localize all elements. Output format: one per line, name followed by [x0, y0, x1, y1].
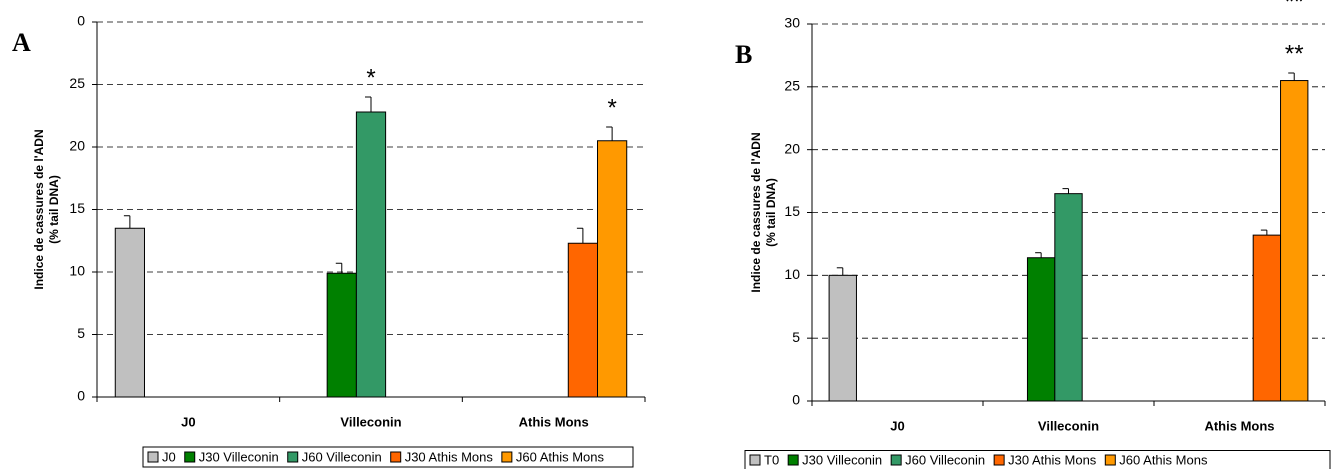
y-tick-label: 5: [792, 329, 800, 345]
y-axis-label: Indice de cassures de l'ADN: [749, 132, 763, 292]
legend-swatch: [390, 451, 402, 463]
legend-label: T0: [764, 452, 779, 467]
bar: [355, 111, 387, 398]
legend-swatch: [287, 451, 299, 463]
panel-label: B: [735, 40, 752, 69]
annotation: *: [366, 64, 375, 91]
bar: [326, 272, 357, 398]
x-tick-label: Athis Mons: [1204, 418, 1274, 433]
legend-label: J60 Villeconin: [905, 452, 985, 467]
legend: T0 J30 Villeconin J60 Villeconin J30 Athis …: [744, 450, 1331, 469]
y-tick-label: 0: [77, 13, 85, 29]
bar: [114, 227, 145, 398]
legend: J0 J30 Villeconin J60 Villeconin J30 Athis …: [142, 446, 634, 468]
y-tick-label: 25: [69, 75, 85, 91]
legend-label: J60 Athis Mons: [1119, 452, 1208, 467]
y-tick-label: 10: [784, 266, 800, 282]
y-axis-label: (% tail DNA): [764, 178, 778, 247]
bar: [1026, 257, 1056, 402]
y-tick-label: 20: [784, 140, 800, 156]
y-axis-label: (% tail DNA): [47, 175, 61, 244]
legend-swatch: [184, 451, 196, 463]
legend-swatch: [993, 454, 1005, 466]
y-tick-label: 15: [784, 203, 800, 219]
y-tick-label: 5: [77, 325, 85, 341]
legend-swatch: [787, 454, 799, 466]
legend-label: J30 Villeconin: [199, 449, 279, 464]
x-tick-label: Villeconin: [1038, 418, 1099, 433]
annotation: **: [1285, 40, 1304, 67]
y-tick-label: 30: [784, 15, 800, 31]
legend-label: J0: [162, 449, 176, 464]
legend-label: J30 Villeconin: [802, 452, 882, 467]
y-tick-label: 20: [69, 138, 85, 154]
bar: [1252, 234, 1282, 402]
bar: [1280, 80, 1309, 402]
annotation: **: [1285, 0, 1304, 15]
y-tick-label: 15: [69, 200, 85, 216]
legend-label: J60 Villeconin: [302, 449, 382, 464]
bar: [1054, 193, 1083, 402]
y-axis-label: Indice de cassures de l'ADN: [32, 129, 46, 289]
legend-swatch: [1104, 454, 1116, 466]
legend-label: J30 Athis Mons: [405, 449, 494, 464]
y-tick-label: 0: [77, 388, 85, 404]
legend-swatch: [147, 451, 159, 463]
bar: [828, 274, 857, 402]
legend-label: J60 Athis Mons: [516, 449, 605, 464]
legend-swatch: [501, 451, 513, 463]
y-tick-label: 25: [784, 78, 800, 94]
x-tick-label: Villeconin: [340, 414, 401, 429]
bar: [567, 242, 599, 398]
y-tick-label: 0: [792, 392, 800, 408]
x-tick-label: Athis Mons: [519, 414, 589, 429]
legend-label: J30 Athis Mons: [1008, 452, 1097, 467]
x-tick-label: J0: [890, 418, 904, 433]
bar: [597, 140, 628, 398]
x-tick-label: J0: [181, 414, 195, 429]
annotation: *: [607, 94, 616, 121]
legend-swatch: [749, 454, 761, 466]
y-tick-label: 10: [69, 263, 85, 279]
legend-swatch: [890, 454, 902, 466]
panel-label: A: [12, 28, 31, 57]
